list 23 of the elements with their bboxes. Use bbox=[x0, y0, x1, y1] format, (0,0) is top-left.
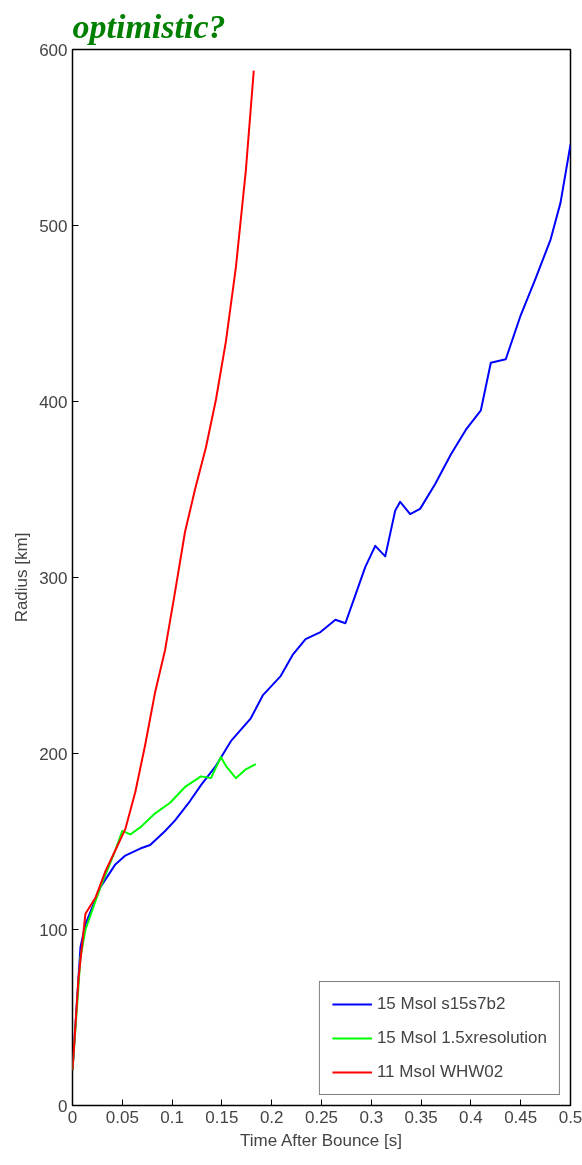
x-tick-label: 0.25 bbox=[304, 1107, 339, 1127]
legend-label: 15 Msol 1.5xresolution bbox=[376, 1028, 547, 1048]
x-tick-label: 0.45 bbox=[504, 1107, 538, 1127]
line-series bbox=[72, 69, 255, 1072]
y-tick-label: 400 bbox=[39, 392, 68, 412]
x-tick-label: 0.35 bbox=[404, 1107, 438, 1127]
y-tick-label: 200 bbox=[39, 744, 68, 764]
legend-label: 11 Msol WHW02 bbox=[376, 1062, 504, 1082]
x-tick-label: 0.2 bbox=[259, 1107, 284, 1127]
chart-title: optimistic? bbox=[72, 7, 226, 45]
x-tick-label: 0.1 bbox=[160, 1107, 184, 1127]
x-tick-label: 0.5 bbox=[558, 1107, 582, 1127]
x-axis-title: Time After Bounce [s] bbox=[240, 1130, 402, 1150]
y-axis-title: Radius [km] bbox=[12, 532, 32, 623]
x-tick-label: 0.15 bbox=[205, 1107, 239, 1127]
x-tick-label: 0.4 bbox=[459, 1107, 483, 1127]
y-tick-label: 500 bbox=[39, 216, 68, 236]
x-tick-label: 0.05 bbox=[105, 1107, 139, 1127]
y-tick-label: 100 bbox=[39, 920, 68, 940]
x-tick-label: 0.3 bbox=[359, 1107, 384, 1127]
legend-label: 15 Msol s15s7b2 bbox=[376, 994, 506, 1014]
y-tick-label: 600 bbox=[39, 40, 68, 60]
y-tick-label: 300 bbox=[39, 568, 68, 588]
